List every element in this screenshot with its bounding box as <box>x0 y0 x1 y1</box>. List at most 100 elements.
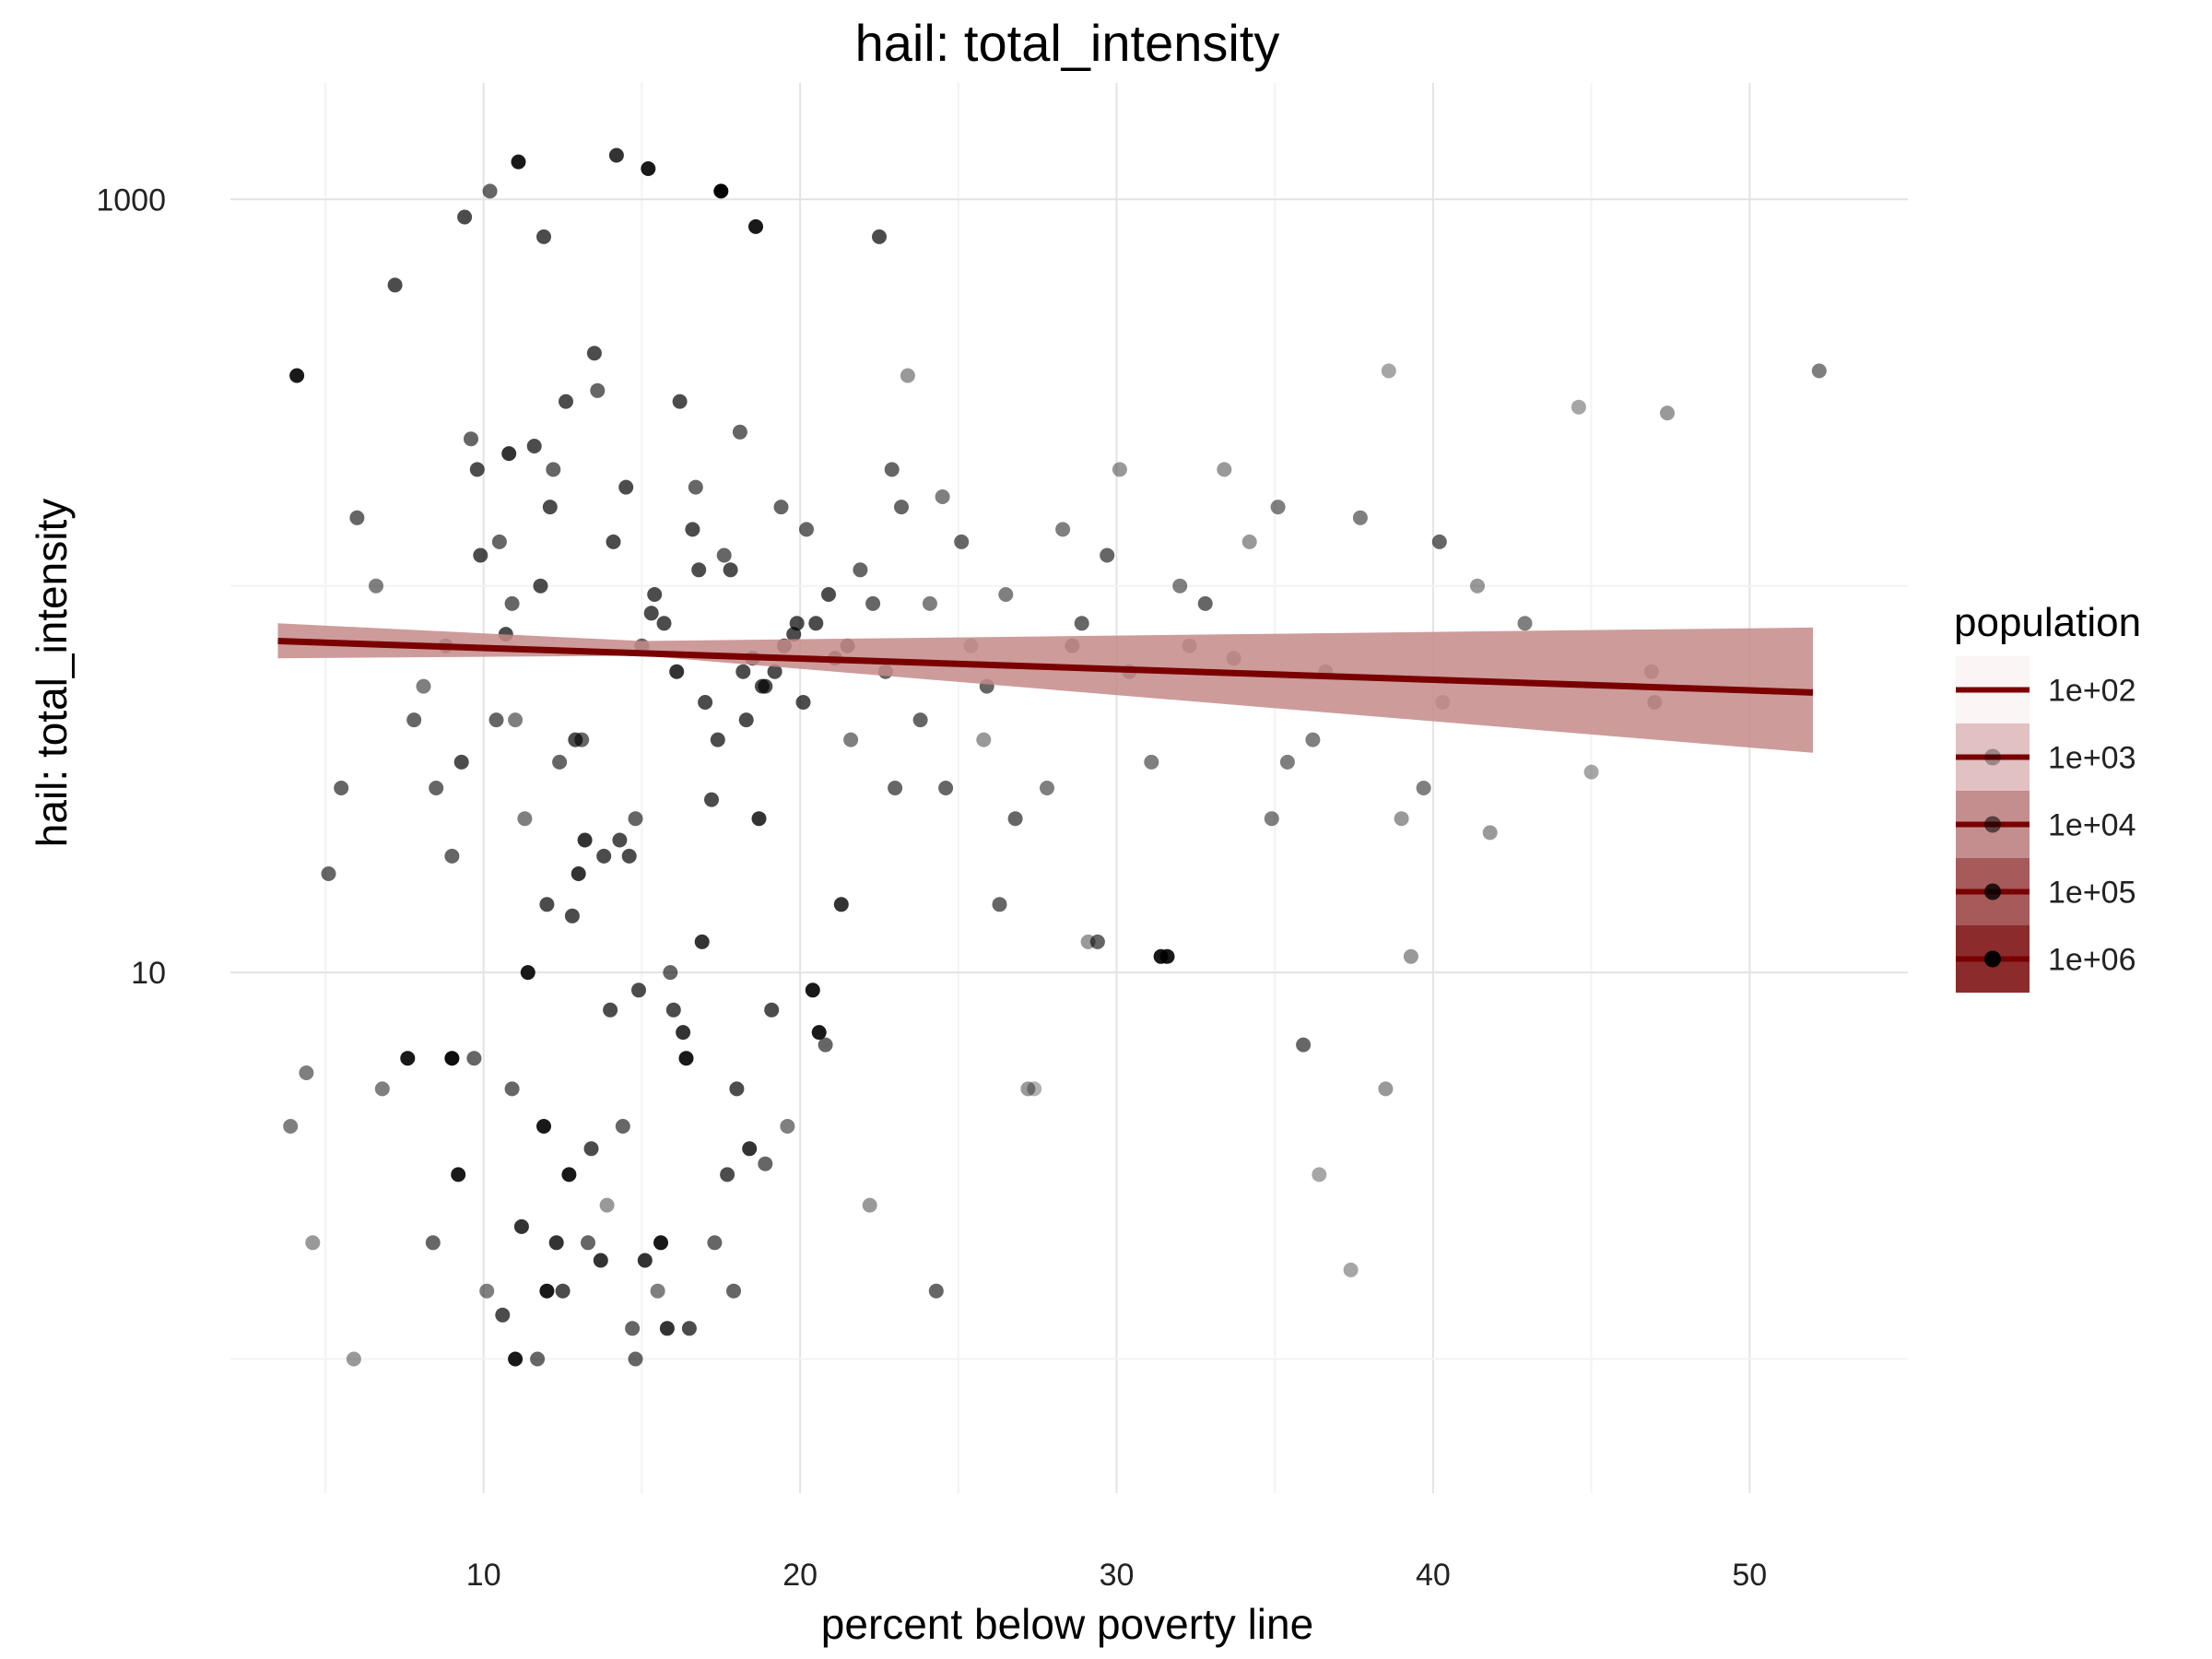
data-point <box>590 382 606 398</box>
legend: population 1e+02 1e+03 1e+04 1e+05 1e+06 <box>1954 600 2141 993</box>
data-point <box>1470 578 1485 594</box>
data-point <box>998 587 1014 602</box>
data-point <box>1089 934 1105 949</box>
x-tick-label: 50 <box>1732 1558 1767 1593</box>
data-point <box>1296 1037 1312 1053</box>
data-point <box>713 183 729 199</box>
data-point <box>621 848 637 864</box>
data-point <box>542 500 558 515</box>
y-tick-label: 1000 <box>96 182 166 218</box>
data-point <box>659 1321 675 1336</box>
data-point <box>1027 1081 1042 1097</box>
data-point <box>539 897 555 912</box>
data-point <box>647 587 663 602</box>
data-point <box>862 1197 877 1213</box>
data-point <box>517 811 533 827</box>
data-point <box>469 462 485 477</box>
data-point <box>451 1167 466 1182</box>
data-point <box>767 664 782 679</box>
data-point <box>1112 462 1127 477</box>
data-point <box>488 712 504 728</box>
data-point <box>608 147 624 163</box>
data-point <box>678 1051 694 1066</box>
data-point <box>464 431 478 447</box>
data-point <box>656 616 672 631</box>
data-point <box>808 616 824 631</box>
data-point <box>764 1002 780 1018</box>
data-point <box>1144 754 1159 770</box>
data-point <box>685 522 700 537</box>
data-point <box>707 1235 723 1251</box>
data-point <box>533 578 548 594</box>
data-point <box>818 1037 833 1053</box>
data-point <box>1312 1167 1327 1182</box>
data-point <box>1381 363 1396 379</box>
data-point <box>663 965 678 981</box>
data-point <box>922 595 937 611</box>
data-point <box>618 479 634 495</box>
y-tick-label: 10 <box>131 956 166 991</box>
data-point <box>369 578 383 594</box>
data-point <box>406 712 422 728</box>
data-point <box>564 908 580 924</box>
data-point <box>546 462 561 477</box>
data-point <box>641 161 656 176</box>
data-point <box>429 781 444 795</box>
legend-key-point <box>1984 950 2001 968</box>
data-point <box>805 982 820 998</box>
data-point <box>1517 616 1533 631</box>
data-point <box>612 832 628 848</box>
data-point <box>349 510 365 525</box>
data-point <box>935 489 950 504</box>
data-point <box>400 1051 416 1066</box>
data-point <box>754 678 770 694</box>
data-point <box>561 1167 577 1182</box>
data-point <box>691 562 707 578</box>
data-point <box>615 1119 630 1134</box>
data-point <box>1040 781 1054 795</box>
data-point <box>491 534 507 549</box>
data-point <box>698 695 713 710</box>
data-point <box>748 218 763 234</box>
data-point <box>720 1167 735 1182</box>
data-point <box>571 866 586 881</box>
data-point <box>1270 500 1286 515</box>
data-point <box>704 792 719 807</box>
data-point <box>559 394 573 409</box>
data-point <box>1378 1081 1394 1097</box>
data-point <box>536 229 551 244</box>
data-point <box>637 1253 653 1268</box>
legend-entry-label: 1e+05 <box>2048 876 2136 911</box>
data-point <box>552 754 568 770</box>
data-point <box>1055 522 1071 537</box>
data-point <box>676 1025 691 1041</box>
data-point <box>888 781 903 795</box>
data-point <box>681 1321 697 1336</box>
data-point <box>583 1141 599 1157</box>
legend-entries: 1e+02 1e+03 1e+04 1e+05 1e+06 <box>1956 656 2136 993</box>
data-point <box>1394 811 1409 827</box>
legend-entry-label: 1e+06 <box>2048 943 2136 978</box>
data-point <box>444 1051 460 1066</box>
data-point <box>738 712 754 728</box>
data-point <box>954 534 970 549</box>
data-point <box>586 346 602 361</box>
data-point <box>548 1235 564 1251</box>
data-point <box>732 424 747 440</box>
data-point <box>672 394 688 409</box>
grid-layer <box>230 83 1908 1493</box>
data-point <box>555 1283 571 1299</box>
data-point <box>650 1283 665 1299</box>
data-point <box>694 934 710 949</box>
trend-line <box>277 638 1814 696</box>
data-point <box>799 522 814 537</box>
data-point <box>606 534 621 549</box>
data-point <box>599 1197 615 1213</box>
x-tick-label: 30 <box>1100 1558 1135 1593</box>
data-point <box>508 1351 524 1367</box>
data-point <box>1583 764 1599 780</box>
data-point <box>603 1002 618 1018</box>
data-point <box>1431 534 1447 549</box>
data-point <box>872 229 887 244</box>
